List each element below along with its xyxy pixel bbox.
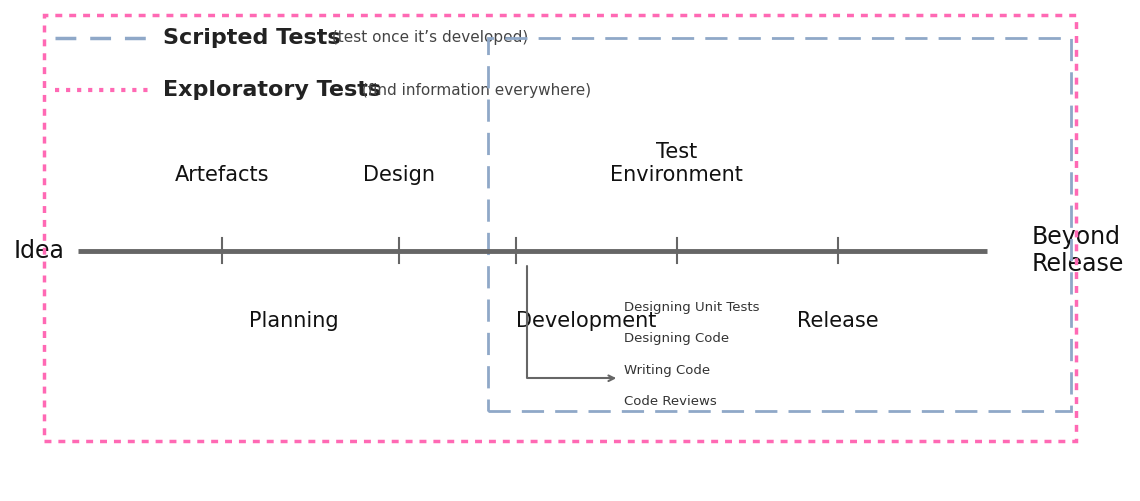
Text: Test
Environment: Test Environment bbox=[610, 142, 743, 185]
Text: Artefacts: Artefacts bbox=[174, 165, 269, 185]
Text: Designing Code: Designing Code bbox=[624, 332, 728, 345]
Text: Writing Code: Writing Code bbox=[624, 364, 709, 377]
Text: (find information everywhere): (find information everywhere) bbox=[357, 83, 592, 98]
Text: Idea: Idea bbox=[14, 238, 64, 263]
Text: Scripted Tests: Scripted Tests bbox=[163, 28, 341, 48]
Text: Design: Design bbox=[364, 165, 435, 185]
Bar bbox=[44, 15, 1076, 441]
Text: Planning: Planning bbox=[250, 311, 339, 331]
Text: Release: Release bbox=[797, 311, 879, 331]
Text: Code Reviews: Code Reviews bbox=[624, 395, 716, 408]
Bar bbox=[488, 38, 1070, 411]
Text: Exploratory Tests: Exploratory Tests bbox=[163, 80, 381, 100]
Text: Development: Development bbox=[516, 311, 657, 331]
Text: (test once it’s developed): (test once it’s developed) bbox=[327, 30, 529, 45]
Text: Beyond
Release: Beyond Release bbox=[1032, 224, 1124, 277]
Text: Designing Unit Tests: Designing Unit Tests bbox=[624, 301, 759, 314]
